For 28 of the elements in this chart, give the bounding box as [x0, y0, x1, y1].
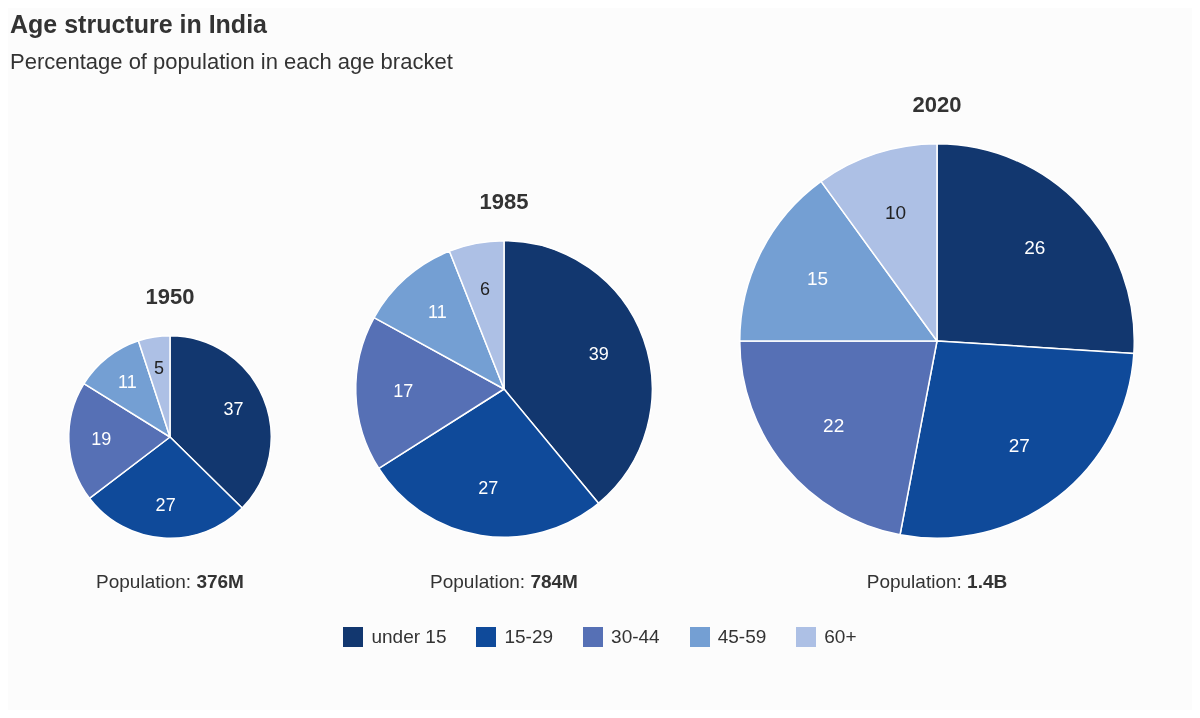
text: Age structure in India: [10, 10, 268, 39]
data-label: 5: [154, 357, 165, 378]
data-label: 27: [155, 494, 176, 515]
data-label: 10: [884, 201, 907, 223]
data-label: 17: [393, 381, 414, 402]
legend-label: 15-29: [504, 626, 554, 648]
data-label: 19: [91, 429, 112, 450]
data-label: 37: [223, 399, 244, 420]
data-label: 6: [480, 278, 491, 299]
data-label: 15: [806, 268, 829, 290]
chart-title: 1985: [478, 189, 530, 215]
data-label: 22: [823, 414, 845, 436]
legend-label: 60+: [824, 626, 857, 648]
legend-label: under 15: [371, 626, 447, 648]
text: Population: 1.4B: [866, 571, 1008, 592]
data-label: 27: [1008, 435, 1030, 457]
data-label: 39: [588, 343, 609, 364]
legend-label: 45-59: [717, 626, 767, 648]
chart-title: 2020: [911, 92, 963, 118]
data-label: 27: [478, 477, 499, 498]
chart-title: 1950: [144, 284, 196, 310]
legend-label: 30-44: [611, 626, 660, 648]
text: Percentage of population in each age bracket: [10, 49, 453, 75]
data-label: 11: [118, 371, 137, 392]
text: Population: 376M: [96, 571, 244, 592]
text: Population: 784M: [430, 571, 578, 592]
data-label: 11: [427, 302, 447, 323]
data-label: 26: [1024, 237, 1046, 259]
